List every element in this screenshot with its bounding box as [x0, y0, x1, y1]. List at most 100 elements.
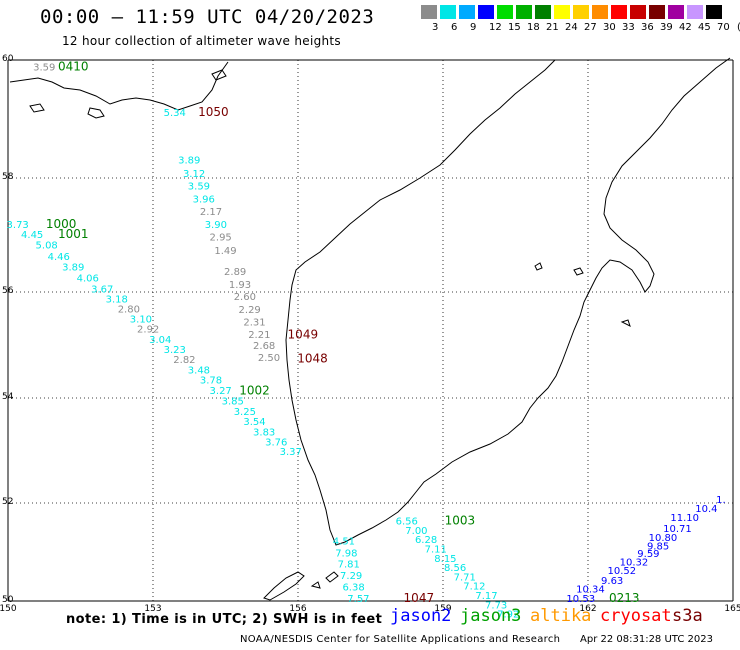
- wave-height-label: 3.54: [243, 417, 265, 428]
- wave-height-label: 1048: [297, 351, 328, 365]
- wave-height-label: 4.46: [48, 252, 70, 263]
- wave-height-label: 1001: [58, 227, 89, 241]
- wave-height-label: 8.56: [444, 563, 466, 574]
- lat-tick-label: 52: [2, 497, 13, 507]
- wave-height-label: 0410: [58, 60, 89, 74]
- lat-tick-label: 56: [2, 286, 14, 296]
- island: [620, 319, 631, 327]
- legend-swatch: [706, 5, 722, 19]
- okhotsk-north-coast: [9, 61, 229, 111]
- wave-height-label: 7.11: [425, 544, 447, 555]
- legend-swatch: [592, 5, 608, 19]
- wave-height-label: 1003: [445, 514, 476, 528]
- wave-height-label: 5.08: [36, 241, 58, 252]
- wave-height-label: 10.34: [576, 585, 605, 596]
- legend-label: 3: [432, 22, 439, 33]
- lon-tick-label: 165: [724, 604, 740, 614]
- wave-height-label: 3.12: [183, 169, 205, 180]
- wave-height-label: 0213: [609, 591, 640, 605]
- wave-height-label: 1047: [404, 591, 435, 605]
- legend-swatch: [440, 5, 456, 19]
- wave-height-label: 3.96: [193, 195, 215, 206]
- legend-swatch: [421, 5, 437, 19]
- wave-height-label: 2.17: [200, 207, 222, 218]
- wave-height-label: 3.25: [234, 407, 256, 418]
- footer-timestamp: Apr 22 08:31:28 UTC 2023: [580, 634, 713, 645]
- kamchatka-coastline: [285, 57, 731, 546]
- wave-height-label: 1049: [288, 328, 319, 342]
- satellite-label-altika: altika: [530, 606, 592, 626]
- island: [573, 267, 584, 276]
- wave-height-label: 3.10: [130, 315, 152, 326]
- wave-height-label: 3.37: [280, 447, 302, 458]
- wave-height-label: 2.31: [243, 317, 265, 328]
- wave-height-label: 3.27: [210, 386, 232, 397]
- wave-height-label: 7.73: [485, 600, 507, 611]
- wave-height-label: 4.06: [77, 274, 99, 285]
- lat-tick-label: 60: [2, 54, 14, 64]
- wave-height-label: 3.48: [188, 366, 210, 377]
- wave-height-label: 1002: [239, 383, 270, 397]
- wave-height-label: 1.93: [229, 280, 251, 291]
- wave-height-label: 2.92: [137, 324, 159, 335]
- lat-tick-label: 50: [2, 595, 14, 605]
- wave-height-label: 7.17: [475, 591, 497, 602]
- satellite-label-s3a: s3a: [672, 606, 703, 626]
- legend-swatch: [535, 5, 551, 19]
- wave-height-label: 7.12: [463, 582, 485, 593]
- wave-height-label: 2.21: [248, 330, 270, 341]
- legend-label: 6: [451, 22, 458, 33]
- satellite-label-jason2: jason2: [390, 606, 452, 626]
- wave-height-label: 2.95: [210, 233, 232, 244]
- legend-label: 21: [546, 22, 559, 33]
- wave-height-label: 3.18: [106, 295, 128, 306]
- wave-height-label: 1.: [716, 495, 726, 506]
- wave-height-label: 10.53: [566, 594, 595, 605]
- lat-tick-label: 58: [2, 172, 14, 182]
- wave-height-label: 2.89: [224, 267, 246, 278]
- legend-label: 36: [641, 22, 654, 33]
- wave-height-label: 4.45: [21, 230, 43, 241]
- legend-swatch: [649, 5, 665, 19]
- legend-unit: (ft): [737, 22, 740, 33]
- legend-label: 30: [603, 22, 616, 33]
- wave-height-label: 3.73: [7, 220, 29, 231]
- note-text: note: 1) Time is in UTC; 2) SWH is in fe…: [66, 612, 383, 627]
- legend-swatch: [687, 5, 703, 19]
- legend-swatch: [630, 5, 646, 19]
- island: [29, 103, 45, 113]
- wave-height-label: 7.81: [338, 560, 360, 571]
- wave-height-label: 1.49: [214, 246, 236, 257]
- legend-swatch: [478, 5, 494, 19]
- wave-height-label: 2.68: [253, 341, 275, 352]
- wave-height-label: 9.59: [637, 549, 659, 560]
- wave-height-label: 10.4: [695, 504, 717, 515]
- legend-label: 12: [489, 22, 502, 33]
- wave-height-label: 3.59: [33, 63, 55, 74]
- wave-height-label: 7.71: [454, 572, 476, 583]
- wave-height-label: 2.60: [234, 292, 256, 303]
- legend-label: 42: [679, 22, 692, 33]
- legend-swatch: [497, 5, 513, 19]
- wave-height-label: 8.15: [434, 554, 456, 565]
- wave-height-label: 3.76: [265, 437, 287, 448]
- legend-swatch: [554, 5, 570, 19]
- wave-height-label: 3.90: [205, 220, 227, 231]
- wave-height-label: 4.51: [333, 537, 355, 548]
- wave-height-label: 7.98: [335, 548, 357, 559]
- page-title: 00:00 — 11:59 UTC 04/20/2023: [40, 6, 375, 28]
- wave-height-label: 7.57: [347, 594, 369, 605]
- page-subtitle: 12 hour collection of altimeter wave hei…: [62, 34, 341, 48]
- legend-swatch: [516, 5, 532, 19]
- wave-height-label: 3.59: [188, 181, 210, 192]
- wave-height-label: 2.82: [173, 355, 195, 366]
- wave-height-label: 7.92: [497, 610, 519, 621]
- legend-label: 18: [527, 22, 540, 33]
- wave-height-label: 10.52: [608, 566, 637, 577]
- kuril-island: [325, 571, 339, 583]
- legend-label: 45: [698, 22, 711, 33]
- lon-tick-label: 153: [144, 604, 161, 614]
- wave-height-label: 11.10: [670, 513, 699, 524]
- wave-height-label: 3.85: [222, 396, 244, 407]
